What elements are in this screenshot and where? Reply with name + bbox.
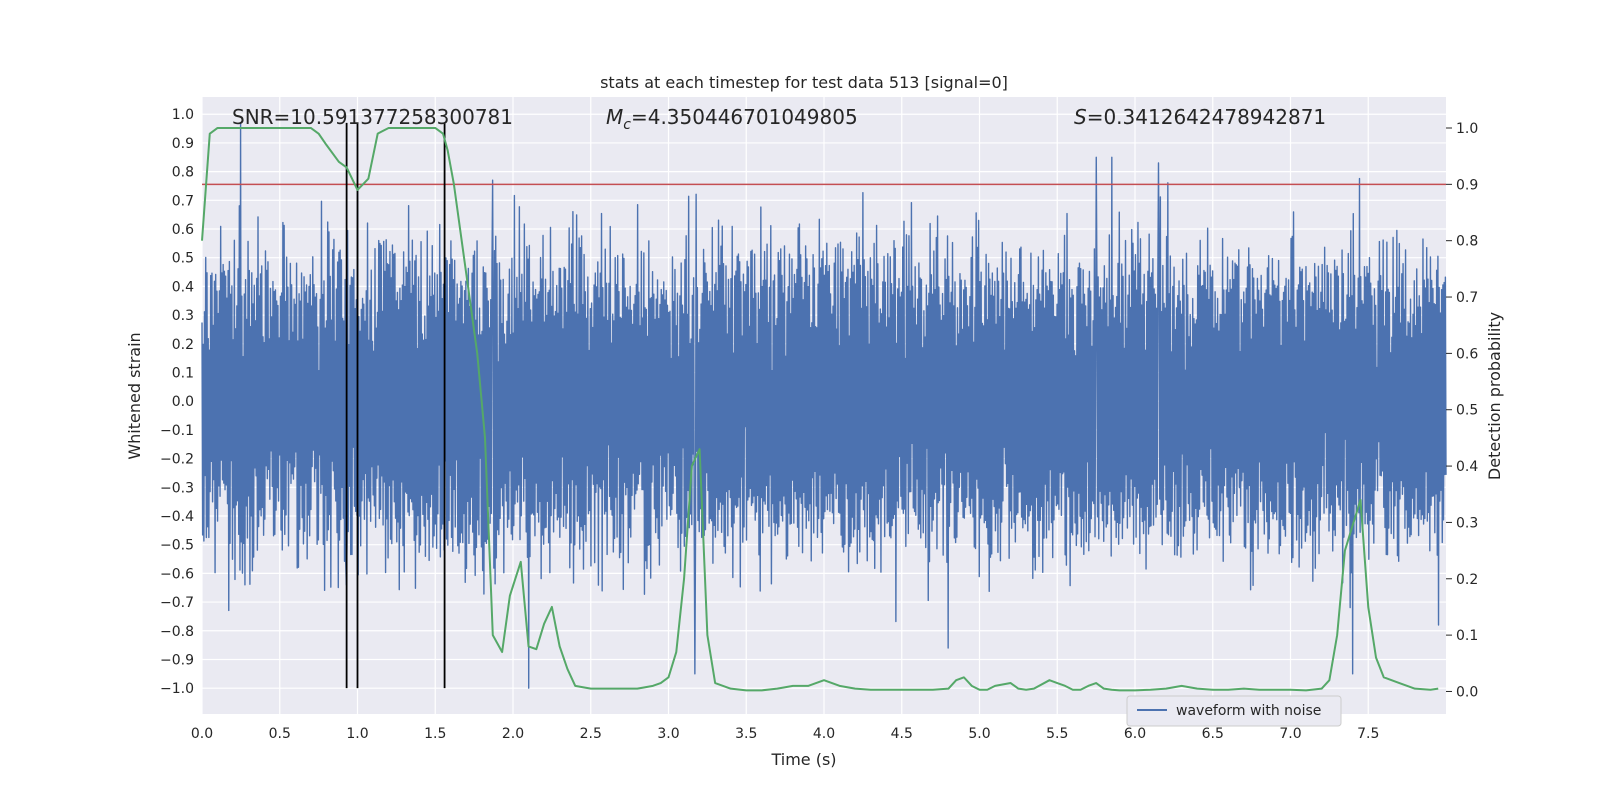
legend-entry-waveform: waveform with noise [1176, 703, 1321, 719]
waveform-series [201, 122, 1447, 689]
probability-series [201, 126, 1439, 692]
y-left-tick-label: 0.7 [172, 193, 194, 209]
y-right-tick-label: 0.8 [1456, 234, 1478, 250]
y-left-tick-label: −0.7 [160, 595, 194, 611]
y-left-tick-label: 0.0 [172, 394, 194, 410]
y-right-tick-label: 1.0 [1456, 121, 1478, 137]
y-left-tick-label: 0.9 [172, 136, 194, 152]
s-symbol: S [1074, 105, 1087, 129]
y-left-tick-label: −1.0 [160, 681, 194, 697]
x-axis-label: Time (s) [770, 750, 836, 769]
x-tick-label: 4.0 [813, 726, 835, 742]
x-tick-label: 3.0 [657, 726, 679, 742]
x-tick-label: 0.5 [269, 726, 291, 742]
chirp-mass-annotation: Mc=4.350446701049805 [606, 105, 858, 133]
x-tick-label: 7.5 [1357, 726, 1379, 742]
y-left-tick-labels: 1.0 0.9 0.8 0.7 0.6 0.5 0.4 0.3 0.2 0.1 0.0 −0.1 −0.… [160, 107, 194, 697]
y-right-tick-label: 0.1 [1456, 628, 1478, 644]
y-right-tick-labels: 1.0 0.9 0.8 0.7 0.6 0.5 0.4 0.3 0.2 0.1 0.0 [1446, 121, 1478, 700]
chirp-mass-value: =4.350446701049805 [631, 105, 858, 129]
x-tick-label: 5.5 [1046, 726, 1068, 742]
s-value: =0.3412642478942871 [1087, 105, 1326, 129]
legend: waveform with noise [1126, 695, 1342, 727]
x-tick-label: 2.0 [502, 726, 524, 742]
y-right-tick-label: 0.2 [1456, 572, 1478, 588]
chart-title: stats at each timestep for test data 513… [600, 73, 1008, 92]
x-tick-labels: 0.0 0.5 1.0 1.5 2.0 2.5 3.0 3.5 4.0 4.5 5.0 5.5 6.0 6… [191, 726, 1380, 742]
y-left-tick-label: 1.0 [172, 107, 194, 123]
chirp-mass-symbol: M [606, 105, 623, 129]
x-tick-label: 6.5 [1202, 726, 1224, 742]
y-right-tick-label: 0.5 [1456, 403, 1478, 419]
y-left-tick-label: −0.4 [160, 509, 194, 525]
x-tick-label: 0.0 [191, 726, 213, 742]
x-tick-label: 5.0 [968, 726, 990, 742]
s-annotation: S=0.3412642478942871 [1074, 105, 1326, 129]
probability-line [201, 126, 1439, 692]
x-tick-label: 2.5 [580, 726, 602, 742]
y-left-tick-label: −0.9 [160, 652, 194, 668]
y-right-tick-label: 0.3 [1456, 515, 1478, 531]
y-left-tick-label: 0.6 [172, 222, 194, 238]
x-tick-label: 1.0 [346, 726, 368, 742]
y-left-tick-label: −0.5 [160, 538, 194, 554]
y-left-tick-label: 0.4 [172, 279, 194, 295]
snr-annotation: SNR=10.591377258300781 [232, 105, 513, 129]
y-right-tick-label: 0.0 [1456, 684, 1478, 700]
x-tick-label: 3.5 [735, 726, 757, 742]
y-right-axis-label: Detection probability [1485, 312, 1504, 480]
y-right-tick-label: 0.9 [1456, 177, 1478, 193]
legend-box [1126, 695, 1342, 727]
y-left-tick-label: −0.2 [160, 452, 194, 468]
y-left-axis-label: Whitened strain [125, 332, 144, 459]
y-left-tick-label: 0.2 [172, 337, 194, 353]
x-tick-label: 7.0 [1279, 726, 1301, 742]
y-left-tick-label: −0.1 [160, 423, 194, 439]
x-tick-label: 6.0 [1124, 726, 1146, 742]
x-tick-label: 4.5 [891, 726, 913, 742]
x-tick-label: 1.5 [424, 726, 446, 742]
waveform-line [201, 122, 1447, 689]
y-left-tick-label: 0.1 [172, 365, 194, 381]
y-right-tick-label: 0.4 [1456, 459, 1478, 475]
y-left-tick-label: 0.3 [172, 308, 194, 324]
event-markers [345, 122, 446, 689]
chirp-mass-subscript: c [623, 117, 631, 133]
y-left-tick-label: 0.5 [172, 251, 194, 267]
y-left-tick-label: −0.6 [160, 566, 194, 582]
y-left-tick-label: −0.3 [160, 480, 194, 496]
y-left-tick-label: −0.8 [160, 624, 194, 640]
y-left-tick-label: 0.8 [172, 165, 194, 181]
y-right-tick-label: 0.7 [1456, 290, 1478, 306]
y-right-tick-label: 0.6 [1456, 346, 1478, 362]
